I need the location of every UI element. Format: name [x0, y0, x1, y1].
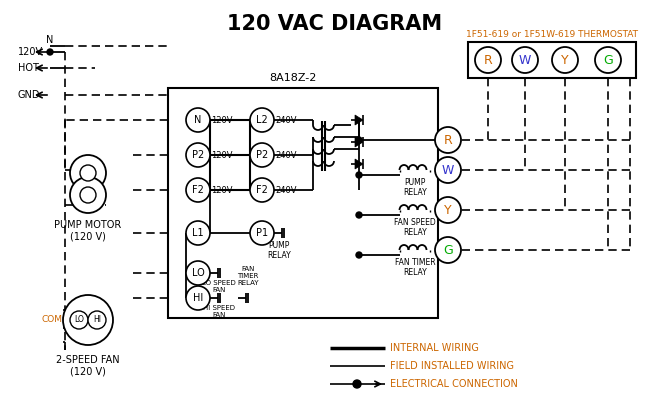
Text: ELECTRICAL CONNECTION: ELECTRICAL CONNECTION — [390, 379, 518, 389]
Text: N: N — [194, 115, 202, 125]
Circle shape — [250, 221, 274, 245]
Text: FIELD INSTALLED WIRING: FIELD INSTALLED WIRING — [390, 361, 514, 371]
Circle shape — [356, 212, 362, 218]
Circle shape — [80, 187, 96, 203]
Text: P1: P1 — [256, 228, 268, 238]
Circle shape — [552, 47, 578, 73]
Text: 120V: 120V — [211, 186, 232, 194]
Circle shape — [250, 108, 274, 132]
Circle shape — [70, 177, 106, 213]
Text: G: G — [603, 54, 613, 67]
Circle shape — [595, 47, 621, 73]
Text: HI: HI — [193, 293, 203, 303]
Text: PUMP MOTOR
(120 V): PUMP MOTOR (120 V) — [54, 220, 122, 242]
Circle shape — [186, 221, 210, 245]
Circle shape — [356, 172, 362, 178]
Bar — [168, 88, 438, 318]
Text: R: R — [444, 134, 452, 147]
Text: HI: HI — [93, 316, 101, 324]
Circle shape — [250, 178, 274, 202]
Text: HOT: HOT — [18, 63, 39, 73]
Circle shape — [70, 311, 88, 329]
Circle shape — [435, 237, 461, 263]
Text: Y: Y — [444, 204, 452, 217]
Circle shape — [353, 380, 361, 388]
Circle shape — [356, 252, 362, 258]
Polygon shape — [355, 115, 363, 125]
Text: Y: Y — [561, 54, 569, 67]
Circle shape — [435, 127, 461, 153]
Circle shape — [435, 197, 461, 223]
Text: 8A18Z-2: 8A18Z-2 — [269, 73, 317, 83]
Circle shape — [63, 295, 113, 345]
Text: 240V: 240V — [275, 150, 297, 160]
Circle shape — [70, 155, 106, 191]
Text: P2: P2 — [192, 150, 204, 160]
Text: FAN TIMER
RELAY: FAN TIMER RELAY — [395, 258, 436, 277]
Text: N: N — [46, 35, 54, 45]
Text: L1: L1 — [192, 228, 204, 238]
Circle shape — [186, 261, 210, 285]
Text: 120V: 120V — [18, 47, 43, 57]
Text: LO: LO — [74, 316, 84, 324]
Circle shape — [435, 157, 461, 183]
Circle shape — [186, 143, 210, 167]
Text: INTERNAL WIRING: INTERNAL WIRING — [390, 343, 479, 353]
Text: 120V: 120V — [211, 116, 232, 124]
Text: PUMP
RELAY: PUMP RELAY — [403, 178, 427, 197]
Circle shape — [250, 143, 274, 167]
Circle shape — [88, 311, 106, 329]
Text: P2: P2 — [256, 150, 268, 160]
Text: GND: GND — [18, 90, 40, 100]
Text: F2: F2 — [192, 185, 204, 195]
Text: HI SPEED
FAN: HI SPEED FAN — [203, 305, 235, 318]
Circle shape — [186, 178, 210, 202]
Text: L2: L2 — [256, 115, 268, 125]
Text: 120V: 120V — [211, 150, 232, 160]
Text: 1F51-619 or 1F51W-619 THERMOSTAT: 1F51-619 or 1F51W-619 THERMOSTAT — [466, 30, 638, 39]
Text: R: R — [484, 54, 492, 67]
Text: FAN
TIMER
RELAY: FAN TIMER RELAY — [237, 266, 259, 286]
Polygon shape — [355, 137, 363, 147]
Text: 240V: 240V — [275, 186, 297, 194]
Circle shape — [80, 165, 96, 181]
Text: G: G — [443, 243, 453, 256]
Text: 120 VAC DIAGRAM: 120 VAC DIAGRAM — [227, 14, 443, 34]
Circle shape — [475, 47, 501, 73]
Text: PUMP
RELAY: PUMP RELAY — [267, 241, 291, 260]
Text: 240V: 240V — [275, 116, 297, 124]
Polygon shape — [355, 159, 363, 169]
Text: LO: LO — [192, 268, 204, 278]
Bar — [468, 42, 636, 78]
Text: W: W — [442, 163, 454, 176]
Text: LO SPEED
FAN: LO SPEED FAN — [202, 280, 236, 293]
Text: F2: F2 — [256, 185, 268, 195]
Text: W: W — [519, 54, 531, 67]
Circle shape — [356, 137, 362, 143]
Circle shape — [186, 286, 210, 310]
Circle shape — [186, 108, 210, 132]
Text: COM: COM — [41, 316, 62, 324]
Circle shape — [47, 49, 53, 55]
Text: 2-SPEED FAN
(120 V): 2-SPEED FAN (120 V) — [56, 355, 120, 377]
Circle shape — [512, 47, 538, 73]
Text: FAN SPEED
RELAY: FAN SPEED RELAY — [394, 218, 436, 238]
